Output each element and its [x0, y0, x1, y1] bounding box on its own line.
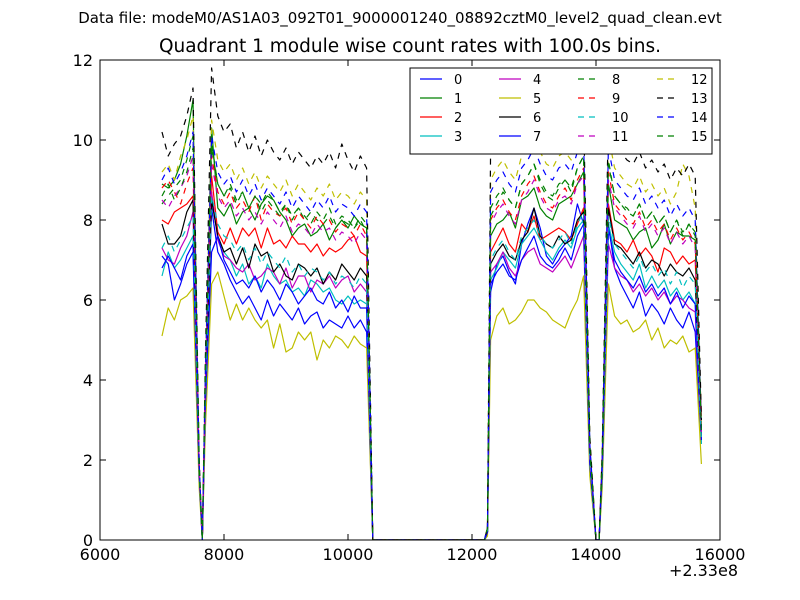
series-line-10: [161, 195, 702, 540]
series-line-14: [161, 131, 702, 540]
figure-suptitle: Data file: modeM0/AS1A03_092T01_90000012…: [78, 9, 722, 27]
y-tick-label: 2: [83, 451, 93, 470]
x-tick-label: 16000: [695, 545, 746, 564]
x-tick-label: 8000: [204, 545, 245, 564]
chart-title: Quadrant 1 module wise count rates with …: [158, 36, 662, 57]
legend-label-0: 0: [454, 73, 462, 88]
legend-label-15: 15: [691, 130, 708, 145]
legend-label-11: 11: [612, 130, 629, 145]
legend-label-5: 5: [533, 92, 541, 107]
series-line-6: [161, 199, 702, 540]
x-tick-label: 6000: [80, 545, 121, 564]
y-tick-label: 6: [83, 291, 93, 310]
y-tick-label: 12: [73, 51, 93, 70]
legend-label-8: 8: [612, 73, 620, 88]
legend-label-14: 14: [691, 111, 708, 126]
legend-label-13: 13: [691, 92, 708, 107]
series-line-5: [161, 271, 702, 540]
series-line-0: [161, 203, 702, 540]
series-line-9: [161, 155, 702, 540]
legend-label-10: 10: [612, 111, 629, 126]
series-line-13: [161, 67, 702, 540]
x-tick-label: 10000: [323, 545, 374, 564]
y-tick-label: 0: [83, 531, 93, 550]
x-tick-label: 12000: [447, 545, 498, 564]
legend-label-3: 3: [454, 130, 462, 145]
series-line-8: [161, 135, 702, 540]
series-line-11: [161, 155, 702, 540]
series-line-15: [161, 143, 702, 540]
x-axis-offset-label: +2.33e8: [668, 561, 738, 580]
legend-label-6: 6: [533, 111, 541, 126]
series-layer: [161, 67, 702, 540]
x-tick-label: 14000: [571, 545, 622, 564]
legend-label-1: 1: [454, 92, 462, 107]
legend-label-2: 2: [454, 111, 462, 126]
y-tick-label: 8: [83, 211, 93, 230]
legend-label-12: 12: [691, 73, 708, 88]
y-tick-label: 4: [83, 371, 93, 390]
series-line-2: [161, 175, 702, 540]
legend-label-4: 4: [533, 73, 541, 88]
legend-frame: [409, 67, 713, 155]
y-tick-label: 10: [73, 131, 93, 150]
legend-label-9: 9: [612, 92, 620, 107]
legend-label-7: 7: [533, 130, 541, 145]
